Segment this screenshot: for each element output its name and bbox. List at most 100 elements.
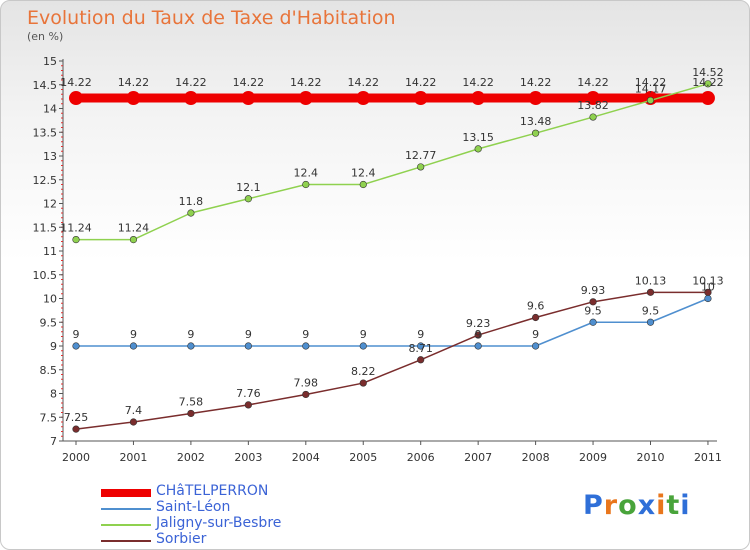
- data-point: [589, 298, 597, 306]
- x-tick-label: 2000: [62, 451, 90, 464]
- data-label: 7.4: [125, 404, 143, 417]
- unit-label: (en %): [27, 30, 64, 43]
- y-tick-label: 8.5: [40, 364, 58, 377]
- data-label: 14.22: [175, 76, 207, 89]
- data-point: [589, 113, 597, 121]
- legend-swatch: [101, 524, 151, 526]
- data-label: 8.71: [408, 342, 433, 355]
- data-label: 11.8: [179, 195, 204, 208]
- legend-swatch: [101, 508, 151, 510]
- x-tick-label: 2001: [119, 451, 147, 464]
- data-label: 7.58: [179, 395, 204, 408]
- y-tick-label: 9.5: [40, 316, 58, 329]
- data-point: [244, 195, 252, 203]
- data-label: 14.17: [635, 82, 667, 95]
- data-label: 14.22: [118, 76, 150, 89]
- chart-title: Evolution du Taux de Taxe d'Habitation: [27, 7, 396, 29]
- data-point: [129, 236, 138, 244]
- data-point: [474, 331, 482, 339]
- data-point: [359, 342, 367, 350]
- x-tick-label: 2003: [234, 451, 262, 464]
- y-tick-label: 7.5: [40, 411, 58, 424]
- data-point: [646, 318, 655, 326]
- legend-label: Jaligny-sur-Besbre: [156, 515, 282, 531]
- data-label: 14.22: [348, 76, 380, 89]
- x-tick-label: 2006: [407, 451, 435, 464]
- y-tick-label: 7: [50, 435, 57, 448]
- data-label: 9: [130, 328, 137, 341]
- data-label: 7.76: [236, 387, 261, 400]
- data-point: [704, 288, 712, 296]
- data-point: [126, 91, 141, 106]
- y-tick-label: 8: [50, 388, 57, 401]
- data-label: 9: [417, 328, 424, 341]
- data-point: [531, 129, 540, 137]
- data-point: [72, 342, 80, 350]
- data-point: [359, 379, 367, 387]
- legend-swatch: [101, 489, 151, 497]
- data-point: [417, 356, 425, 364]
- data-label: 7.25: [64, 411, 89, 424]
- data-label: 9.23: [466, 317, 491, 330]
- data-label: 13.15: [462, 131, 494, 144]
- data-label: 9: [245, 328, 252, 341]
- series-line: [75, 297, 709, 347]
- data-point: [72, 236, 80, 244]
- data-point: [586, 91, 601, 106]
- data-point: [244, 342, 252, 350]
- y-tick-label: 15: [43, 55, 57, 68]
- data-point: [359, 180, 367, 189]
- y-tick-label: 9: [50, 340, 57, 353]
- data-point: [531, 313, 540, 322]
- data-point: [589, 318, 597, 326]
- y-tick-label: 11: [43, 245, 57, 258]
- legend-swatch: [101, 540, 151, 542]
- data-label: 9.5: [584, 304, 602, 317]
- data-point: [302, 180, 310, 189]
- data-label: 14.22: [405, 76, 437, 89]
- data-point: [129, 418, 138, 426]
- legend-label: Saint-Léon: [156, 499, 231, 515]
- x-tick-label: 2002: [177, 451, 205, 464]
- data-label: 9: [73, 328, 80, 341]
- data-label: 9.5: [642, 304, 660, 317]
- data-label: 14.22: [635, 76, 667, 89]
- data-point: [69, 91, 83, 106]
- data-point: [646, 288, 655, 296]
- data-label: 12.4: [294, 167, 319, 180]
- data-label: 9: [475, 328, 482, 341]
- data-label: 14.22: [60, 76, 92, 89]
- y-tick-label: 13.5: [33, 126, 58, 139]
- data-point: [298, 91, 313, 106]
- series-line: [75, 291, 709, 430]
- x-tick-label: 2004: [292, 451, 320, 464]
- data-point: [241, 91, 256, 106]
- proxiti-logo: Proxiti: [583, 490, 691, 521]
- data-point: [187, 409, 195, 418]
- data-point: [417, 163, 425, 171]
- data-point: [413, 91, 428, 106]
- y-tick-label: 12: [43, 198, 57, 211]
- data-label: 9.93: [581, 284, 606, 297]
- data-point: [646, 96, 655, 105]
- data-label: 11.24: [60, 222, 92, 235]
- data-label: 12.77: [405, 149, 437, 162]
- data-label: 14.52: [692, 66, 724, 79]
- data-label: 14.22: [233, 76, 265, 89]
- data-label: 12.1: [236, 181, 261, 194]
- data-label: 9: [302, 328, 309, 341]
- x-tick-label: 2009: [579, 451, 607, 464]
- data-point: [700, 91, 715, 106]
- y-tick-label: 10: [43, 293, 57, 306]
- data-point: [417, 342, 425, 350]
- data-point: [471, 91, 486, 106]
- y-tick-label: 10.5: [33, 269, 58, 282]
- data-point: [531, 342, 540, 350]
- data-label: 9.6: [527, 300, 545, 313]
- data-point: [72, 425, 80, 433]
- data-label: 13.48: [520, 115, 552, 128]
- data-label: 10.13: [635, 274, 667, 287]
- x-tick-label: 2007: [464, 451, 492, 464]
- data-point: [302, 342, 310, 350]
